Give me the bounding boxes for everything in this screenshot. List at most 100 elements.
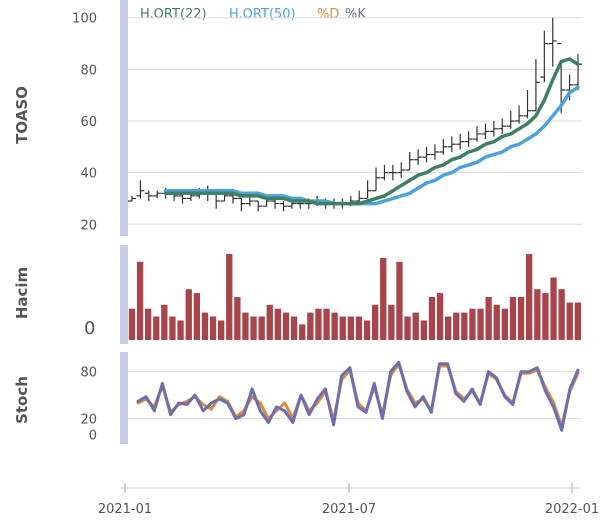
volume-bar [396,261,403,340]
ohlc-bar [212,192,221,209]
volume-bar [404,316,411,340]
price-tick-label: 80 [80,63,97,78]
ohlc-bar [144,190,153,202]
ohlc-bar [372,167,381,192]
volume-bar [266,304,273,340]
volume-bar [274,308,281,340]
time-tick-label: 2022-01 [545,502,599,517]
ohlc-bar [574,53,582,91]
volume-bar [161,304,168,340]
volume-bar [461,312,468,340]
price-panel-bar [120,0,128,236]
price-ylabel: TOASO [13,86,31,144]
time-axis-ticks: 2021-01 2021-07 2022-01 [98,483,599,517]
ohlc-bar [481,123,490,140]
ohlc-bar [430,144,439,160]
volume-bar [485,297,492,340]
volume-bar [250,316,257,340]
volume-bar [282,312,290,340]
volume-bar [420,320,427,340]
volume-bar [169,316,176,340]
ma50-line [163,85,580,206]
stoch-ylabel: Stoch [13,376,31,424]
stoch-panel-bar [120,352,128,444]
volume-bar [534,289,541,340]
ohlc-bar [363,180,372,200]
volume-bar [153,316,160,340]
volume-bar [185,289,192,340]
volume-bar [477,308,484,340]
volume-bar [193,293,200,340]
ohlc-bar [456,133,465,150]
volume-bar [550,277,557,340]
price-ma-lines [163,57,580,206]
ohlc-bar [439,139,448,155]
legend: H.ORT(22) H.ORT(50) %D %K [140,7,366,22]
ohlc-bar [414,149,423,165]
volume-bar [509,297,517,340]
ohlc-bar [540,30,549,83]
ohlc-bar [523,90,532,119]
legend-pct-d: %D [317,7,339,22]
ohlc-bar [405,151,414,171]
stoch-tick-label: 0 [89,428,97,443]
ohlc-bar [447,136,456,152]
price-tick-label: 100 [72,12,97,27]
volume-bar [388,304,395,340]
time-tick-label: 2021-07 [322,502,376,517]
volume-bar [226,254,233,340]
legend-pct-k: %K [345,7,366,22]
ohlc-bar [506,110,515,129]
volume-bar [412,312,419,340]
pct-d-line [136,362,580,428]
pct-k-line [136,360,580,432]
volume-bars [128,254,581,340]
ohlc-bar [153,190,162,199]
price-grid [128,17,582,225]
volume-bar [136,261,144,340]
volume-bar [566,302,573,340]
ohlc-bar [489,121,498,137]
ohlc-bar [254,200,263,212]
volume-bar [128,308,136,340]
ohlc-bar [548,17,557,67]
volume-bar [307,312,314,340]
price-tick-label: 60 [80,115,97,130]
volume-bar [542,293,549,340]
ohlc-bar [422,146,431,163]
ohlc-bar [397,162,406,178]
volume-bar [209,316,217,340]
volume-bar [323,308,330,340]
volume-bar [380,257,387,340]
price-ohlc-bars [128,17,582,212]
price-y-ticks: 20 40 60 80 100 [72,12,97,234]
legend-ma22: H.ORT(22) [140,7,207,22]
ma22-line [163,57,580,206]
legend-ma50: H.ORT(50) [229,7,296,22]
volume-bar [258,316,265,340]
volume-zero-label: 0 [84,318,95,339]
ohlc-bar [515,105,524,124]
volume-ylabel: Hacim [13,267,31,319]
volume-bar [145,308,152,340]
volume-bar [177,320,184,340]
volume-bar [501,308,508,340]
ohlc-bar [136,180,145,199]
volume-bar [242,312,249,340]
volume-bar [331,312,338,340]
stoch-tick-label: 20 [80,413,97,428]
volume-bar [234,297,241,340]
volume-bar [218,320,225,340]
volume-bar [363,320,371,340]
stoch-lines [136,360,580,432]
volume-bar [339,316,346,340]
stoch-grid [128,371,582,420]
stoch-y-ticks: 020 80 [80,366,97,444]
volume-panel-bar [120,245,128,344]
volume-bar [493,304,500,340]
volume-bar [445,316,452,340]
volume-bar [436,293,444,340]
time-tick-label: 2021-01 [98,502,152,517]
stoch-tick-label: 80 [80,366,97,381]
